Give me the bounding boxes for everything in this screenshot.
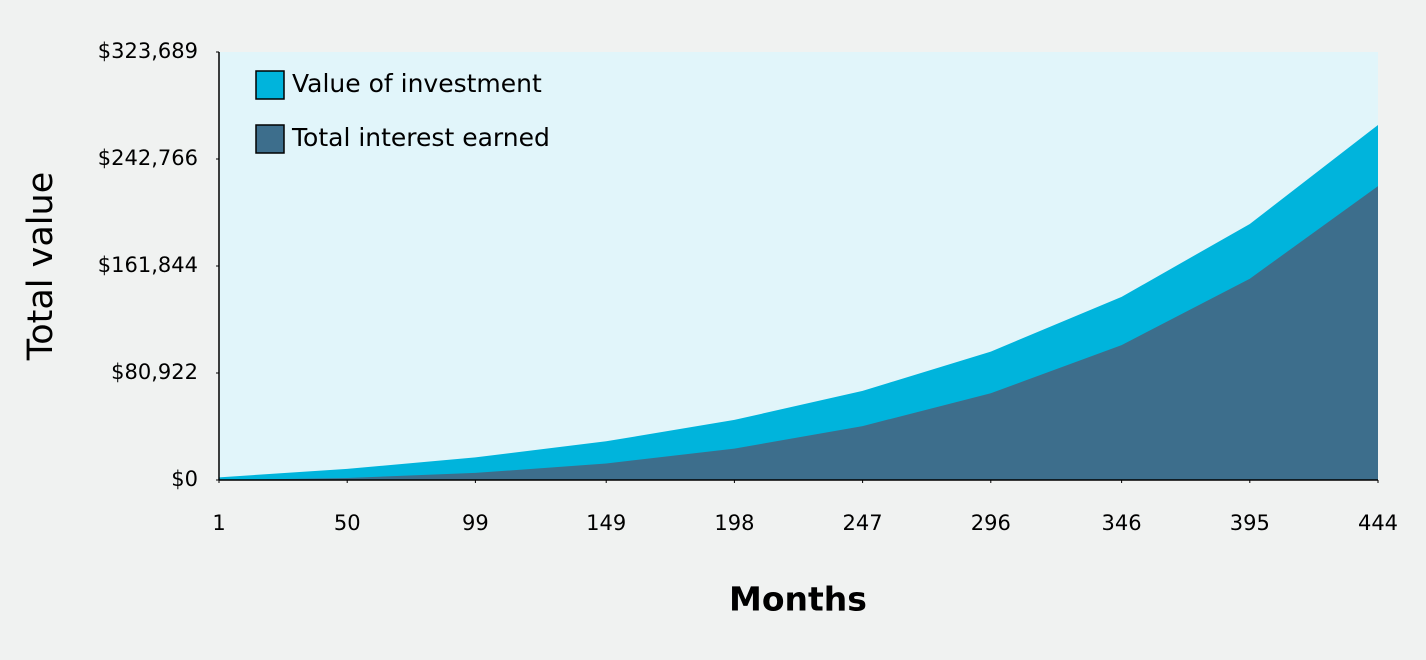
y-tick-label: $161,844 — [98, 253, 198, 277]
x-axis-title: Months — [729, 580, 867, 619]
legend-label: Total interest earned — [291, 123, 550, 152]
y-axis-title: Total value — [21, 172, 61, 361]
legend-swatch — [255, 70, 285, 100]
y-tick-label: $323,689 — [98, 39, 198, 63]
x-tick-label: 99 — [462, 511, 489, 535]
x-tick-label: 296 — [971, 511, 1011, 535]
x-tick-label: 444 — [1358, 511, 1398, 535]
y-tick-label: $242,766 — [98, 146, 198, 170]
legend-swatch — [255, 124, 285, 154]
x-tick-label: 50 — [334, 511, 361, 535]
x-tick-label: 346 — [1102, 511, 1142, 535]
x-tick-label: 198 — [714, 511, 754, 535]
legend-label: Value of investment — [292, 69, 542, 98]
x-tick-label: 247 — [843, 511, 883, 535]
x-tick-label: 1 — [212, 511, 225, 535]
y-tick-label: $0 — [171, 467, 198, 491]
y-tick-label: $80,922 — [111, 360, 198, 384]
x-tick-label: 149 — [586, 511, 626, 535]
area — [219, 186, 1378, 480]
x-tick-label: 395 — [1230, 511, 1270, 535]
